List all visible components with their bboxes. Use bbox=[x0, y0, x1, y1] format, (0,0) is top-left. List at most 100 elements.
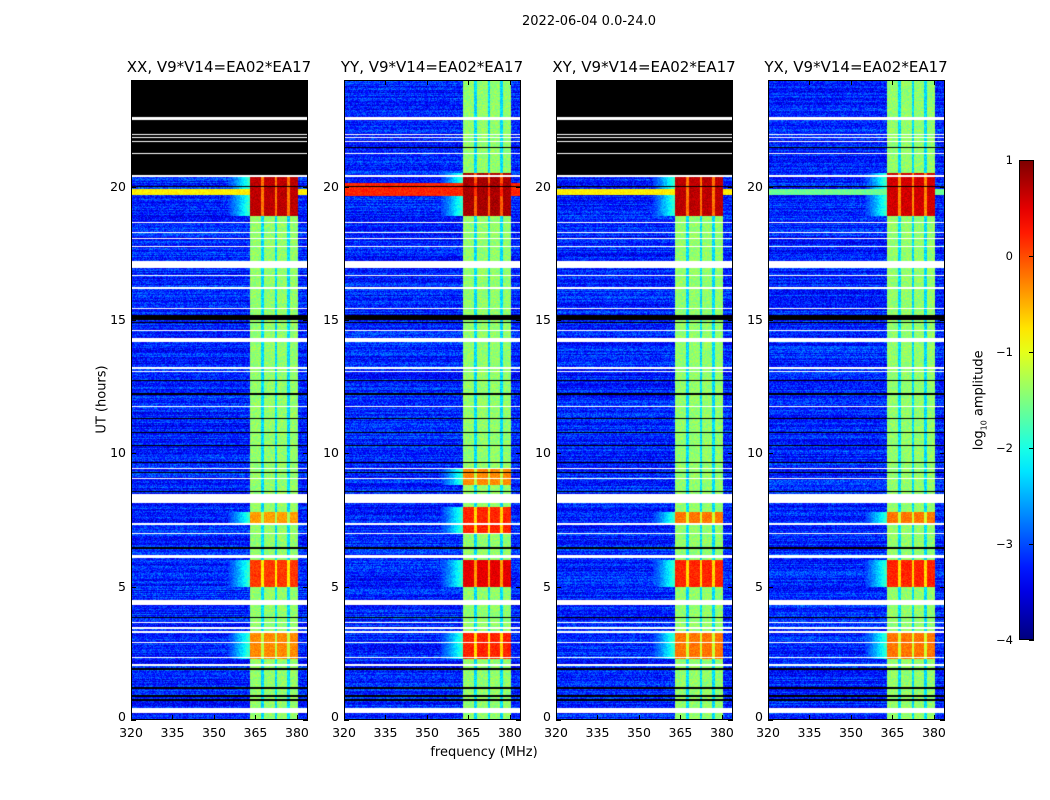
x-tick-mark bbox=[850, 715, 852, 720]
y-tick-mark bbox=[728, 320, 733, 321]
x-tick-mark bbox=[255, 80, 257, 85]
y-tick-label: 5 bbox=[543, 578, 551, 594]
y-tick-label: 15 bbox=[747, 312, 763, 327]
y-tick-label: 20 bbox=[323, 178, 339, 194]
y-tick-label: 10 bbox=[110, 445, 126, 461]
colorbar-tick-label: −2 bbox=[996, 441, 1013, 455]
y-tick-mark bbox=[131, 720, 136, 721]
y-tick-mark bbox=[131, 186, 136, 188]
y-tick-mark bbox=[131, 453, 136, 455]
y-tick-label: 5 bbox=[331, 578, 339, 594]
x-tick-mark bbox=[385, 715, 387, 720]
panel-yy: YY, V9*V14=EA02*EA17 320 335 350 365 380 0 5 10… bbox=[323, 58, 523, 740]
y-tick-mark bbox=[556, 586, 561, 588]
x-tick-mark bbox=[850, 80, 852, 85]
x-tick-label: 350 bbox=[415, 725, 439, 740]
panel-title: XX, V9*V14=EA02*EA17 bbox=[126, 58, 312, 76]
y-tick-mark bbox=[768, 720, 773, 721]
x-tick-mark bbox=[892, 80, 894, 85]
y-tick-label: 20 bbox=[535, 178, 551, 194]
x-tick-label: 335 bbox=[585, 725, 610, 740]
panel-title: YX, V9*V14=EA02*EA17 bbox=[764, 58, 948, 76]
x-tick-label: 335 bbox=[373, 725, 398, 740]
y-tick-mark bbox=[344, 720, 349, 721]
y-tick-mark bbox=[768, 586, 773, 588]
y-tick-label: 5 bbox=[755, 578, 763, 594]
x-tick-mark bbox=[509, 80, 511, 85]
x-tick-mark bbox=[509, 715, 511, 720]
y-tick-mark bbox=[303, 320, 308, 321]
panel-xy: XY, V9*V14=EA02*EA17 320 335 350 365 380 0 5 10… bbox=[535, 58, 736, 740]
x-tick-label: 320 bbox=[332, 725, 356, 740]
y-tick-label: 10 bbox=[323, 445, 339, 461]
y-tick-label: 10 bbox=[747, 445, 763, 461]
x-tick-mark bbox=[468, 80, 470, 85]
x-tick-mark bbox=[597, 715, 599, 720]
x-tick-label: 350 bbox=[627, 725, 651, 740]
spectrogram-heatmap bbox=[556, 80, 733, 720]
x-tick-mark bbox=[638, 80, 640, 85]
x-tick-mark bbox=[556, 80, 557, 85]
x-tick-mark bbox=[721, 715, 723, 720]
y-tick-mark bbox=[556, 186, 561, 188]
y-tick-mark bbox=[728, 453, 733, 455]
panel-title: YY, V9*V14=EA02*EA17 bbox=[340, 58, 524, 76]
x-tick-label: 365 bbox=[456, 725, 481, 740]
x-tick-label: 365 bbox=[668, 725, 693, 740]
y-tick-label: 15 bbox=[535, 312, 551, 327]
x-tick-label: 380 bbox=[922, 725, 946, 740]
colorbar-tick-mark bbox=[1029, 640, 1034, 641]
x-tick-label: 380 bbox=[498, 725, 522, 740]
y-tick-mark bbox=[516, 586, 521, 588]
x-tick-mark bbox=[344, 715, 345, 720]
colorbar-tick-label: −4 bbox=[996, 633, 1013, 647]
y-tick-label: 15 bbox=[323, 312, 339, 327]
x-tick-mark bbox=[172, 80, 174, 85]
x-tick-label: 320 bbox=[544, 725, 568, 740]
panel-yx: YX, V9*V14=EA02*EA17 320 335 350 365 380 0 5 10… bbox=[747, 58, 948, 740]
spectrogram-heatmap bbox=[768, 80, 945, 720]
y-tick-mark bbox=[516, 720, 521, 721]
x-tick-label: 335 bbox=[797, 725, 822, 740]
y-tick-mark bbox=[940, 453, 945, 455]
x-tick-mark bbox=[768, 715, 769, 720]
y-tick-mark bbox=[556, 453, 561, 455]
y-tick-mark bbox=[344, 586, 349, 588]
panel-title: XY, V9*V14=EA02*EA17 bbox=[552, 58, 736, 76]
y-tick-mark bbox=[303, 720, 308, 721]
x-tick-mark bbox=[385, 80, 387, 85]
x-tick-label: 365 bbox=[243, 725, 268, 740]
y-tick-mark bbox=[303, 453, 308, 455]
colorbar-tick-mark bbox=[1029, 160, 1034, 161]
y-tick-mark bbox=[344, 320, 349, 321]
panel-xx: XX, V9*V14=EA02*EA17 320 335 350 365 380 0 5 10… bbox=[110, 58, 311, 740]
x-tick-mark bbox=[131, 80, 132, 85]
colorbar-tick-label: 1 bbox=[1005, 153, 1013, 167]
x-tick-mark bbox=[213, 715, 215, 720]
x-tick-mark bbox=[426, 715, 428, 720]
y-tick-mark bbox=[344, 186, 349, 188]
x-tick-label: 320 bbox=[756, 725, 780, 740]
colorbar-tick-mark bbox=[1029, 256, 1034, 257]
x-tick-label: 350 bbox=[839, 725, 863, 740]
x-tick-mark bbox=[680, 80, 682, 85]
x-tick-mark bbox=[680, 715, 682, 720]
x-tick-mark bbox=[468, 715, 470, 720]
colorbar-tick-label: −1 bbox=[996, 345, 1013, 359]
colorbar bbox=[1019, 160, 1034, 640]
y-tick-label: 5 bbox=[118, 578, 126, 594]
y-tick-mark bbox=[131, 586, 136, 588]
y-tick-mark bbox=[940, 720, 945, 721]
y-axis-label: UT (hours) bbox=[94, 365, 110, 434]
x-tick-mark bbox=[809, 715, 811, 720]
y-tick-mark bbox=[940, 586, 945, 588]
y-tick-label: 20 bbox=[747, 178, 763, 194]
y-tick-mark bbox=[728, 720, 733, 721]
y-tick-mark bbox=[728, 586, 733, 588]
x-tick-mark bbox=[344, 80, 345, 85]
y-tick-label: 0 bbox=[755, 709, 763, 724]
x-tick-mark bbox=[892, 715, 894, 720]
y-tick-label: 15 bbox=[110, 312, 126, 327]
y-tick-mark bbox=[768, 453, 773, 455]
